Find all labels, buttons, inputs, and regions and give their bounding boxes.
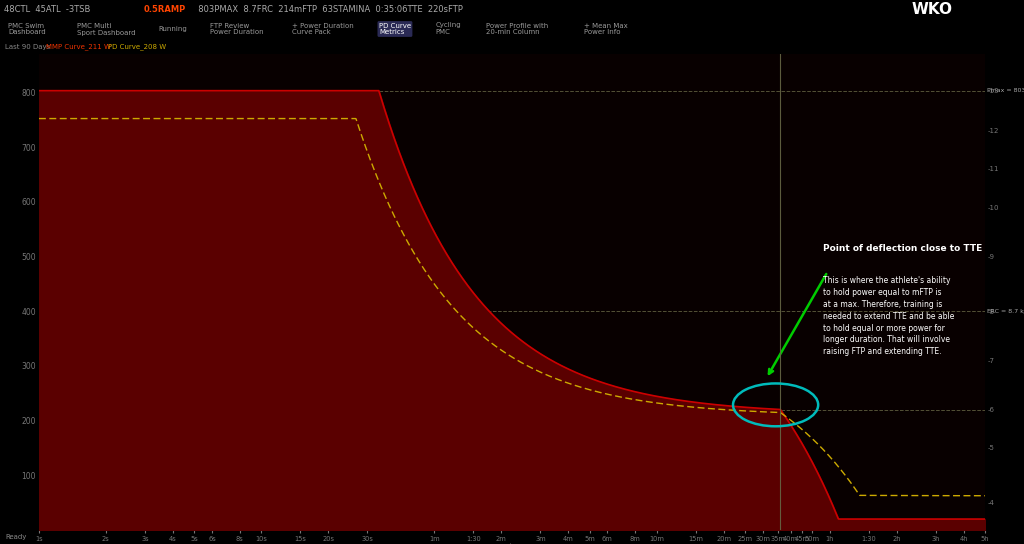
Text: PMC Swim
Dashboard: PMC Swim Dashboard bbox=[8, 22, 46, 35]
Text: + Mean Max
Power Info: + Mean Max Power Info bbox=[584, 22, 628, 35]
Text: Cycling
PMC: Cycling PMC bbox=[435, 22, 461, 35]
Text: PD Curve_208 W: PD Curve_208 W bbox=[108, 44, 166, 51]
Text: FRC = 8.7 kJ: FRC = 8.7 kJ bbox=[987, 308, 1024, 314]
Text: FTP Review
Power Duration: FTP Review Power Duration bbox=[210, 22, 263, 35]
Text: Ready: Ready bbox=[5, 534, 27, 540]
Text: PMC Multi
Sport Dashboard: PMC Multi Sport Dashboard bbox=[77, 22, 135, 35]
Text: WKO: WKO bbox=[911, 2, 952, 16]
Text: 48CTL  45ATL  -3TSB: 48CTL 45ATL -3TSB bbox=[4, 4, 95, 14]
Text: Point of deflection close to TTE: Point of deflection close to TTE bbox=[823, 244, 982, 252]
Text: Last 90 Days: Last 90 Days bbox=[5, 44, 50, 50]
X-axis label: mins: mins bbox=[503, 543, 521, 544]
Text: + Power Duration
Curve Pack: + Power Duration Curve Pack bbox=[292, 22, 353, 35]
Text: 803PMAX  8.7FRC  214mFTP  63STAMINA  0:35:06TTE  220sFTP: 803PMAX 8.7FRC 214mFTP 63STAMINA 0:35:06… bbox=[193, 4, 463, 14]
Text: PD Curve
Metrics: PD Curve Metrics bbox=[379, 22, 411, 35]
Text: 0.5RAMP: 0.5RAMP bbox=[143, 4, 185, 14]
Text: This is where the athlete's ability
to hold power equal to mFTP is
at a max. The: This is where the athlete's ability to h… bbox=[823, 276, 954, 356]
Text: Running: Running bbox=[159, 26, 187, 32]
Text: Power Profile with
20-min Column: Power Profile with 20-min Column bbox=[486, 22, 549, 35]
Text: Pmax = 803 W: Pmax = 803 W bbox=[987, 88, 1024, 93]
Text: MMP Curve_211 W: MMP Curve_211 W bbox=[46, 44, 111, 51]
